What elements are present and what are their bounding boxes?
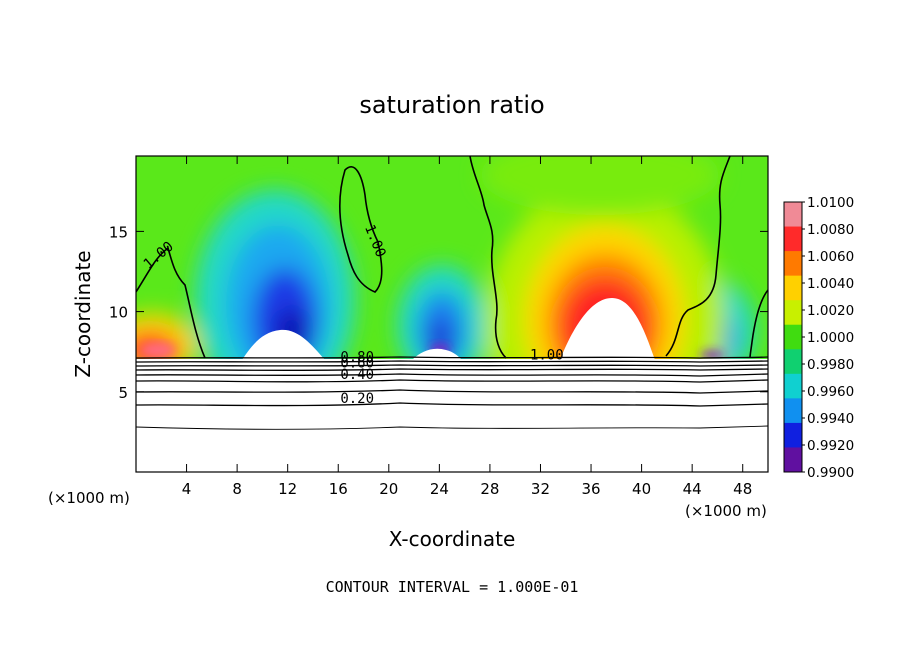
contour-label: 0.20 — [340, 391, 374, 407]
colorbar-tick-label: 1.0000 — [807, 330, 854, 346]
y-axis-ticks: 5 10 15 — [109, 223, 768, 402]
colorbar-swatch — [784, 251, 802, 277]
contour-line — [136, 368, 768, 372]
field-blob — [140, 342, 176, 358]
chart-title: saturation ratio — [359, 91, 544, 119]
colorbar-tick-label: 0.9920 — [807, 438, 854, 454]
contour-line — [136, 246, 206, 359]
colorbar-tick-label: 1.0040 — [807, 276, 854, 292]
colorbar-tick-label: 0.9940 — [807, 411, 854, 427]
colorbar-swatch — [784, 300, 802, 326]
x-tick-label: 4 — [182, 480, 192, 498]
saturation-field — [136, 156, 768, 359]
colorbar-tick-label: 0.9900 — [807, 465, 854, 481]
colorbar-swatch — [784, 447, 802, 473]
contour-lines-upper — [136, 156, 768, 359]
x-tick-label: 24 — [430, 480, 449, 498]
contour-lines-lower — [136, 356, 768, 430]
x-axis-unit-left: (×1000 m) — [48, 489, 130, 507]
contour-line — [665, 156, 731, 357]
contour-line — [136, 379, 768, 383]
colorbar-tick-label: 1.0060 — [807, 249, 854, 265]
colorbar: 1.0100 1.0080 1.0060 1.0040 1.0020 1.0000 0.99… — [783, 195, 854, 481]
colorbar-tick-label: 1.0080 — [807, 222, 854, 238]
contour-line — [136, 402, 768, 407]
y-tick-label: 5 — [118, 384, 128, 402]
contour-line — [136, 364, 768, 367]
y-tick-label: 10 — [109, 304, 128, 322]
x-axis-label: X-coordinate — [389, 527, 516, 551]
y-tick-label: 15 — [109, 223, 128, 241]
colorbar-swatch — [784, 349, 802, 375]
colorbar-swatch — [784, 398, 802, 424]
clear-region — [560, 298, 655, 359]
y-axis-label: Z-coordinate — [71, 250, 95, 377]
x-tick-label: 32 — [531, 480, 550, 498]
colorbar-tick-label: 1.0020 — [807, 303, 854, 319]
x-tick-label: 48 — [733, 480, 752, 498]
contour-line — [339, 166, 383, 293]
contour-line — [469, 156, 507, 359]
plot-frame — [135, 155, 769, 473]
x-tick-label: 12 — [278, 480, 297, 498]
x-tick-label: 20 — [379, 480, 398, 498]
x-tick-label: 44 — [683, 480, 702, 498]
clear-region — [413, 348, 461, 359]
contour-interval-note: CONTOUR INTERVAL = 1.000E-01 — [326, 578, 579, 596]
colorbar-tick-label: 0.9960 — [807, 384, 854, 400]
x-tick-label: 40 — [632, 480, 651, 498]
colorbar-tick-label: 1.0100 — [807, 195, 854, 211]
contour-label: 0.80 — [340, 349, 374, 365]
contour-line — [136, 360, 768, 363]
colorbar-swatch — [784, 373, 802, 399]
contour-label: 1.00 — [530, 348, 564, 364]
clear-region — [242, 329, 325, 359]
x-axis-unit-right: (×1000 m) — [685, 502, 767, 520]
x-tick-label: 16 — [329, 480, 348, 498]
x-axis-ticks: 4 8 12 16 20 24 28 32 36 40 44 48 — [182, 156, 752, 498]
contour-label: 0.40 — [340, 367, 374, 383]
colorbar-swatch — [784, 202, 802, 228]
contour-label: 0.60 — [340, 356, 374, 372]
colorbar-swatch — [784, 422, 802, 448]
contour-line — [136, 356, 768, 359]
colorbar-swatch — [784, 275, 802, 301]
colorbar-swatch — [784, 226, 802, 252]
field-blob — [480, 156, 720, 215]
colorbar-tick-label: 0.9980 — [807, 357, 854, 373]
colorbar-swatch — [784, 324, 802, 350]
contour-line — [749, 289, 768, 359]
x-tick-label: 8 — [232, 480, 242, 498]
contour-line — [136, 373, 768, 377]
x-tick-label: 28 — [480, 480, 499, 498]
contour-line — [136, 389, 768, 394]
x-tick-label: 36 — [581, 480, 600, 498]
contour-line — [136, 425, 768, 430]
